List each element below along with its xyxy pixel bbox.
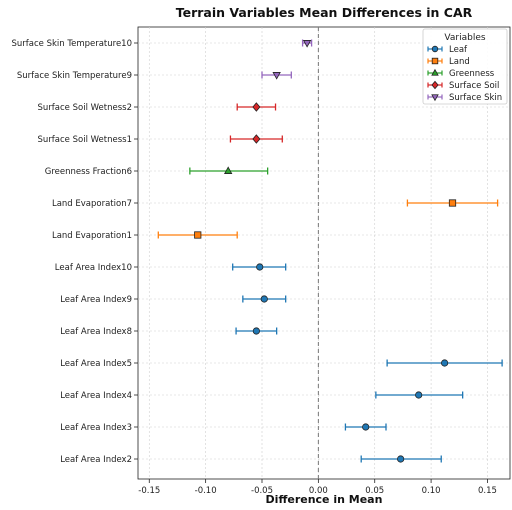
legend-label-greenness: Greenness [449, 69, 495, 79]
marker-leaf-area-index10 [256, 263, 264, 271]
x-tick-label: 0.05 [365, 486, 384, 496]
mean-markers [194, 40, 457, 463]
marker-leaf-area-index9 [260, 295, 268, 303]
y-tick-label: Land Evaporation1 [52, 231, 132, 241]
y-tick-label: Leaf Area Index2 [60, 455, 132, 465]
x-tick-label: 0.15 [478, 486, 497, 496]
y-axis-ticks: Surface Skin Temperature10 Surface Skin T… [11, 39, 138, 465]
x-axis-ticks: -0.15 -0.10 -0.05 0.00 0.05 0.10 0.15 [138, 479, 497, 496]
marker-surface-soil-wetness1 [252, 134, 261, 144]
x-tick-label: -0.10 [195, 486, 217, 496]
marker-leaf-area-index2 [397, 455, 405, 463]
y-tick-label: Leaf Area Index5 [60, 359, 132, 369]
legend-box [422, 28, 508, 105]
legend-label-surface-skin: Surface Skin [449, 93, 502, 103]
marker-greenness-fraction6 [223, 166, 233, 174]
y-tick-label: Surface Skin Temperature10 [11, 39, 132, 49]
plot-area [137, 26, 511, 480]
y-tick-label: Leaf Area Index3 [60, 423, 132, 433]
legend-label-land: Land [449, 57, 470, 67]
marker-leaf-area-index4 [415, 391, 423, 399]
y-tick-label: Leaf Area Index8 [60, 327, 132, 337]
legend-label-leaf: Leaf [449, 45, 468, 55]
x-tick-label: 0.10 [422, 486, 441, 496]
legend-marker-land [431, 57, 439, 65]
y-tick-label: Surface Soil Wetness2 [38, 103, 132, 113]
x-axis-label: Difference in Mean [266, 493, 383, 506]
x-tick-label: 0.00 [309, 486, 328, 496]
y-tick-label: Greenness Fraction6 [45, 167, 132, 177]
y-tick-label: Land Evaporation7 [52, 199, 132, 209]
marker-leaf-area-index8 [252, 327, 260, 335]
marker-surface-skin-temperature9 [272, 72, 281, 80]
legend-label-surface-soil: Surface Soil [449, 81, 499, 91]
y-tick-label: Leaf Area Index4 [60, 391, 132, 401]
marker-leaf-area-index5 [441, 359, 449, 367]
y-tick-label: Leaf Area Index10 [55, 263, 132, 273]
chart-title: Terrain Variables Mean Differences in CA… [176, 5, 473, 20]
x-tick-label: -0.15 [138, 486, 160, 496]
legend-title: Variables [444, 33, 485, 43]
legend-marker-greenness [431, 68, 439, 76]
legend-marker-leaf [431, 45, 439, 53]
y-tick-label: Surface Soil Wetness1 [38, 135, 132, 145]
legend-marker-surface-soil [431, 80, 439, 90]
marker-land-evaporation1 [194, 231, 202, 239]
marker-land-evaporation7 [448, 199, 457, 207]
marker-leaf-area-index3 [362, 423, 370, 431]
y-tick-label: Leaf Area Index9 [60, 295, 132, 305]
x-tick-label: -0.05 [251, 486, 273, 496]
legend-marker-surface-skin [431, 94, 439, 102]
legend: Variables Leaf Land Greenness Surface Soil S… [422, 28, 508, 105]
y-tick-label: Surface Skin Temperature9 [17, 71, 132, 81]
legend-entries: Leaf Land Greenness Surface Soil Surface Ski… [427, 45, 502, 103]
marker-surface-skin-temperature10 [302, 40, 312, 48]
marker-surface-soil-wetness2 [252, 102, 261, 112]
